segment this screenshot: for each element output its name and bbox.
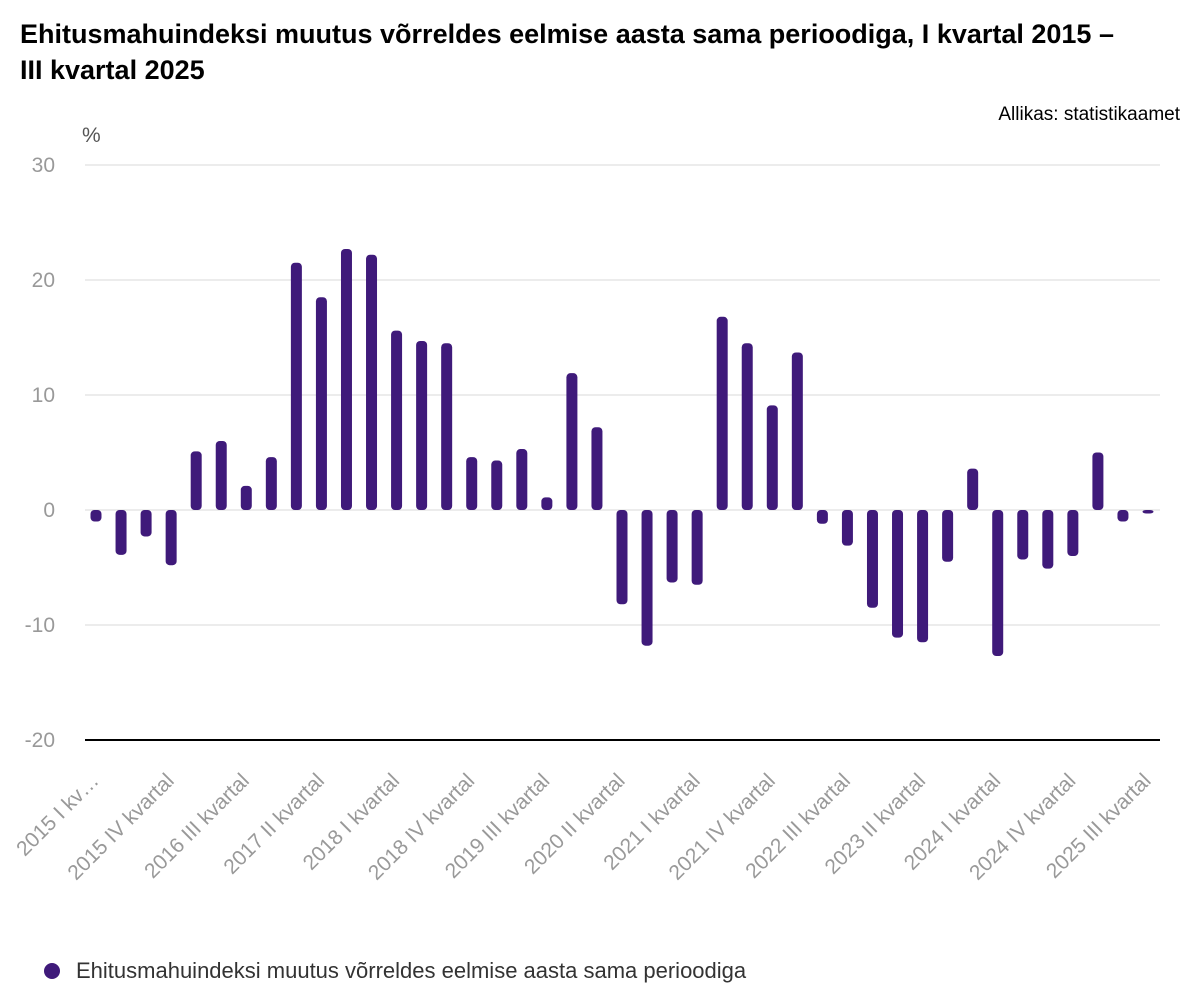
bar[interactable] — [691, 510, 703, 585]
source-label: Allikas: statistikaamet — [998, 104, 1180, 125]
bar[interactable] — [491, 460, 503, 510]
bar[interactable] — [391, 330, 403, 510]
y-tick-label: 20 — [32, 269, 55, 292]
bar[interactable] — [791, 352, 803, 510]
bar[interactable] — [165, 510, 177, 566]
bar[interactable] — [841, 510, 853, 546]
legend[interactable]: Ehitusmahuindeksi muutus võrreldes eelmi… — [44, 958, 746, 984]
bar[interactable] — [1142, 510, 1154, 514]
y-tick-label: 0 — [43, 499, 55, 522]
bar[interactable] — [265, 457, 277, 510]
bar[interactable] — [967, 468, 979, 510]
bar[interactable] — [1067, 510, 1079, 556]
bar[interactable] — [641, 510, 653, 646]
bar[interactable] — [466, 457, 478, 510]
bar[interactable] — [816, 510, 828, 524]
bar[interactable] — [115, 510, 127, 555]
bar[interactable] — [190, 451, 202, 510]
bar[interactable] — [1117, 510, 1129, 522]
bar[interactable] — [441, 343, 453, 510]
bar[interactable] — [917, 510, 929, 643]
bar[interactable] — [366, 254, 378, 510]
bar[interactable] — [766, 405, 778, 510]
bar[interactable] — [992, 510, 1004, 657]
bar[interactable] — [566, 373, 578, 510]
bar[interactable] — [516, 449, 528, 510]
bar[interactable] — [340, 248, 352, 510]
legend-label: Ehitusmahuindeksi muutus võrreldes eelmi… — [76, 958, 747, 983]
bar[interactable] — [666, 510, 678, 583]
bar[interactable] — [1017, 510, 1029, 560]
bar[interactable] — [866, 510, 878, 608]
bar[interactable] — [616, 510, 628, 605]
legend-marker — [44, 963, 60, 979]
bar[interactable] — [892, 510, 904, 638]
bar[interactable] — [215, 441, 227, 510]
bar[interactable] — [416, 340, 428, 510]
bar[interactable] — [140, 510, 152, 537]
bar[interactable] — [290, 262, 302, 510]
y-tick-label: -10 — [25, 614, 55, 637]
bar[interactable] — [1042, 510, 1054, 569]
bar[interactable] — [315, 297, 327, 510]
bar[interactable] — [716, 316, 728, 510]
bar[interactable] — [942, 510, 954, 562]
bar[interactable] — [541, 497, 553, 510]
chart-title: Ehitusmahuindeksi muutus võrreldes eelmi… — [20, 19, 1114, 85]
bar[interactable] — [591, 427, 603, 510]
y-tick-label: -20 — [25, 729, 55, 752]
bar[interactable] — [90, 510, 102, 522]
y-tick-label: 30 — [32, 154, 55, 177]
y-axis-unit: % — [82, 124, 101, 147]
y-tick-label: 10 — [32, 384, 55, 407]
bar[interactable] — [741, 343, 753, 510]
bar[interactable] — [1092, 452, 1104, 511]
bar[interactable] — [240, 485, 252, 510]
